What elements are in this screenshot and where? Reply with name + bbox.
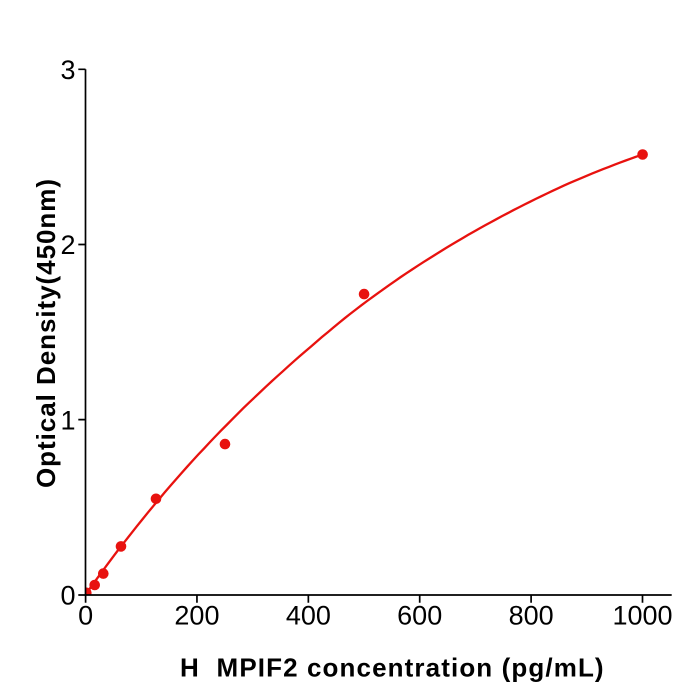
svg-text:600: 600 <box>397 601 442 631</box>
svg-text:3: 3 <box>60 55 75 85</box>
svg-text:0: 0 <box>60 581 75 611</box>
svg-text:0: 0 <box>78 601 93 631</box>
svg-text:Optical Density(450nm): Optical Density(450nm) <box>31 179 61 488</box>
svg-text:800: 800 <box>509 601 554 631</box>
svg-text:1000: 1000 <box>612 601 672 631</box>
svg-text:H MPIF2 concentration (pg/mL): H MPIF2 concentration (pg/mL) <box>180 653 604 683</box>
svg-text:1: 1 <box>60 405 75 435</box>
svg-text:400: 400 <box>286 601 331 631</box>
svg-text:2: 2 <box>60 230 75 260</box>
svg-text:200: 200 <box>174 601 219 631</box>
